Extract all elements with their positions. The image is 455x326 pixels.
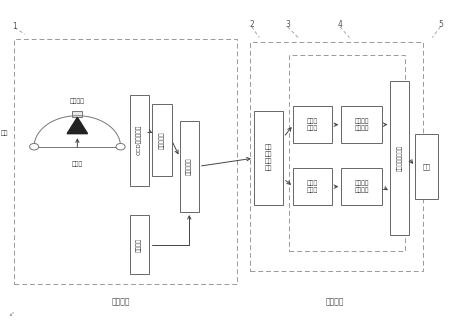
Bar: [293, 168, 332, 205]
Text: 计算机主机: 计算机主机: [187, 157, 192, 175]
Bar: [250, 42, 423, 271]
Text: 3: 3: [285, 20, 290, 29]
Text: 遗传神经网络系统: 遗传神经网络系统: [397, 145, 402, 171]
Text: 图像采集卡: 图像采集卡: [159, 131, 165, 149]
Circle shape: [30, 143, 39, 150]
Text: 软件系统: 软件系统: [325, 297, 344, 306]
Bar: [390, 82, 409, 235]
Bar: [254, 111, 283, 205]
Bar: [289, 55, 405, 251]
Text: 数码相机: 数码相机: [136, 238, 142, 251]
Text: 光照室: 光照室: [72, 162, 83, 168]
Bar: [415, 134, 438, 199]
Text: 5: 5: [438, 20, 443, 29]
Text: 茶叶: 茶叶: [1, 131, 8, 137]
Text: 图像的
二值化: 图像的 二值化: [307, 180, 318, 193]
Text: 硬件系统: 硬件系统: [111, 297, 130, 306]
Text: 形状特征
参数提取: 形状特征 参数提取: [354, 180, 369, 193]
Bar: [180, 121, 199, 212]
Text: 图像窗口: 图像窗口: [70, 98, 85, 104]
Text: 图像
滤波
导预
处理: 图像 滤波 导预 处理: [265, 145, 273, 171]
Bar: [72, 111, 82, 117]
Bar: [130, 95, 149, 186]
Polygon shape: [67, 117, 87, 134]
Text: 4: 4: [338, 20, 342, 29]
Text: 结果: 结果: [422, 163, 430, 170]
Bar: [152, 104, 172, 176]
Text: CCD彩色摄像机: CCD彩色摄像机: [136, 125, 142, 155]
Text: 图像模
式转换: 图像模 式转换: [307, 118, 318, 131]
Bar: [341, 106, 382, 143]
Bar: [14, 39, 237, 284]
Text: 颜色特征
参数提取: 颜色特征 参数提取: [354, 118, 369, 131]
Bar: [341, 168, 382, 205]
Circle shape: [116, 143, 125, 150]
Bar: [293, 106, 332, 143]
Bar: [130, 215, 149, 274]
Text: 1: 1: [12, 22, 17, 31]
Text: 2: 2: [249, 20, 254, 29]
Text: ↙: ↙: [9, 311, 15, 317]
